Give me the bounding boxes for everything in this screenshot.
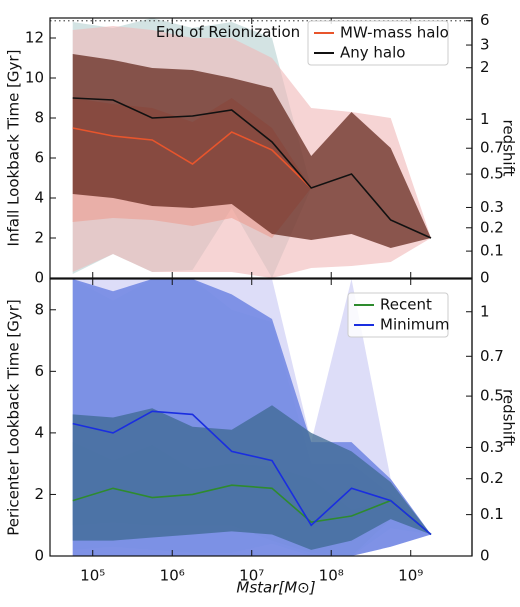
y-tick-label: 0	[34, 269, 44, 287]
y2-tick-label: 6	[480, 11, 490, 29]
median-line	[72, 484, 432, 536]
y-tick-label: 0	[34, 547, 44, 565]
y2-axis-label: redshift	[500, 120, 518, 177]
x-tick-label: 10⁸	[319, 567, 344, 585]
panel: End of Reionization02468101200.10.20.30.…	[5, 11, 518, 286]
legend-label: MW-mass halo	[340, 24, 449, 42]
y2-tick-label: 0.5	[480, 165, 504, 183]
legend-box	[307, 20, 449, 66]
median-line	[72, 410, 432, 536]
y-tick-label: 4	[34, 189, 44, 207]
x-axis-label: Mstar[M⊙]	[236, 579, 315, 597]
panel: 0 2 4 6 8 0 0.1 0.2 0.3 0.5 0.7 1 10⁵ 10⁶ 10⁷ 10⁸ 10⁹ Per…	[5, 277, 518, 585]
legend-label: Any halo	[340, 44, 405, 62]
legend: Recent Minimum	[347, 292, 450, 338]
legend: MW-mass halo Any halo	[307, 20, 449, 66]
x-tick-label: 10⁷	[239, 567, 264, 585]
y2-tick-label: 0.1	[480, 505, 504, 523]
y2-tick-label: 3	[480, 36, 490, 54]
y2-tick-label: 1	[480, 110, 490, 128]
confidence-band	[72, 54, 432, 248]
legend-label: Recent	[380, 296, 432, 314]
y2-tick-label: 0	[480, 269, 490, 287]
y2-tick-label: 0.3	[480, 438, 504, 456]
x-tick-label: 10⁹	[398, 567, 423, 585]
y2-tick-label: 0	[480, 547, 490, 565]
y-tick-label: 8	[34, 109, 44, 127]
x-tick-label: 10⁵	[80, 567, 105, 585]
median-line	[72, 97, 432, 239]
reionization-label: End of Reionization	[156, 23, 300, 41]
y2-tick-label: 0.7	[480, 347, 504, 365]
plot-area	[72, 18, 432, 278]
y-tick-label: 6	[34, 149, 44, 167]
y-tick-label: 2	[34, 485, 44, 503]
legend-label: Minimum	[380, 316, 450, 334]
y2-tick-label: 0.3	[480, 198, 504, 216]
y2-tick-label: 2	[480, 58, 490, 76]
y2-tick-label: 0.5	[480, 387, 504, 405]
y2-tick-label: 0.2	[480, 218, 504, 236]
y-tick-label: 10	[25, 69, 44, 87]
y-tick-label: 12	[25, 29, 44, 47]
plot-area	[72, 279, 432, 556]
y-tick-label: 2	[34, 229, 44, 247]
y-axis-label: Pericenter Lookback Time [Gyr]	[5, 299, 23, 536]
y-tick-label: 4	[34, 423, 44, 441]
confidence-band	[72, 405, 432, 550]
y2-tick-label: 0.7	[480, 139, 504, 157]
x-tick-label: 10⁶	[160, 567, 185, 585]
y-tick-label: 8	[34, 300, 44, 318]
y2-tick-label: 0.2	[480, 469, 504, 487]
y-tick-label: 6	[34, 362, 44, 380]
y2-axis-label: redshift	[500, 389, 518, 446]
y2-tick-label: 1	[480, 302, 490, 320]
y-axis-label: Infall Lookback Time [Gyr]	[5, 50, 23, 247]
median-line	[72, 127, 312, 189]
y2-tick-label: 0.1	[480, 242, 504, 260]
